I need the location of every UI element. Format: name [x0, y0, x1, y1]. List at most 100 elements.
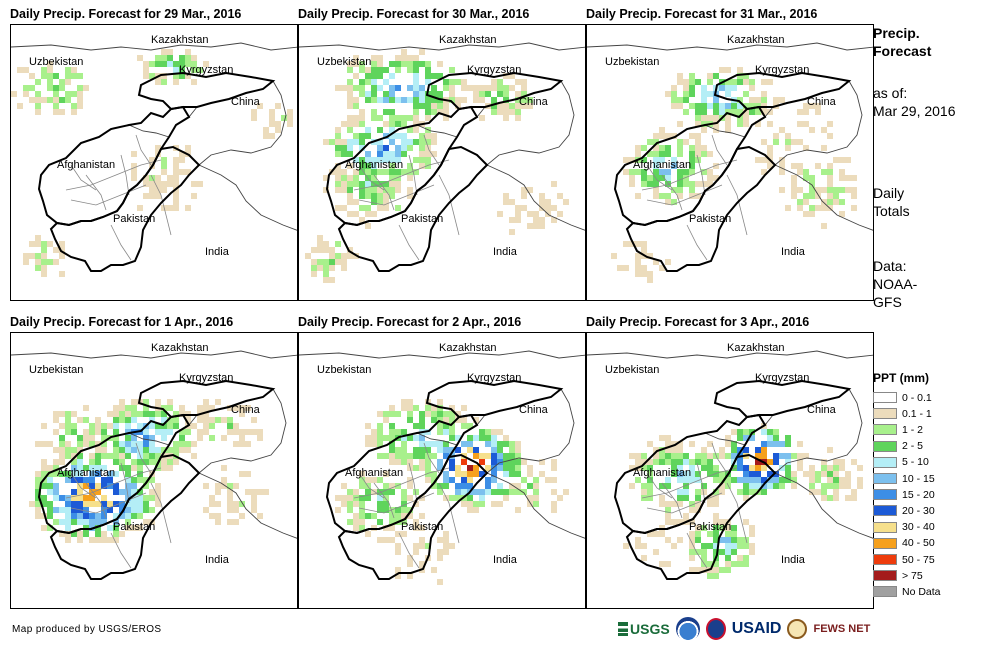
precip-cell: [59, 531, 65, 537]
province-boundary: [70, 472, 97, 499]
precip-cell: [383, 151, 389, 157]
precip-cell: [695, 121, 701, 127]
precip-cell: [731, 561, 737, 567]
precip-cell: [659, 127, 665, 133]
precip-cell: [425, 97, 431, 103]
precip-cell: [185, 55, 191, 61]
province-boundary: [423, 134, 440, 166]
precip-cell: [59, 247, 65, 253]
precip-cell: [701, 85, 707, 91]
precip-cell: [29, 253, 35, 259]
precip-cell: [143, 405, 149, 411]
precip-cell: [125, 519, 131, 525]
country-border-china: [198, 80, 287, 166]
precip-cell: [347, 151, 353, 157]
precip-cell: [689, 169, 695, 175]
precip-cell: [827, 163, 833, 169]
precip-cell: [383, 193, 389, 199]
precip-cell: [125, 441, 131, 447]
precip-cell: [437, 549, 443, 555]
precip-cell: [389, 423, 395, 429]
precip-cell: [743, 543, 749, 549]
precip-cell: [185, 441, 191, 447]
precip-cell: [395, 513, 401, 519]
precip-cell: [719, 519, 725, 525]
precip-cell: [503, 91, 509, 97]
precip-cell: [29, 241, 35, 247]
precip-cell: [113, 429, 119, 435]
province-boundary: [358, 472, 385, 499]
precip-cell: [737, 109, 743, 115]
precip-cell: [389, 513, 395, 519]
precip-cell: [731, 429, 737, 435]
precip-cell: [233, 423, 239, 429]
precip-cell: [179, 447, 185, 453]
precip-cell: [371, 169, 377, 175]
precip-cell: [827, 465, 833, 471]
precip-cell: [839, 465, 845, 471]
precip-cell: [161, 459, 167, 465]
precip-cell: [83, 417, 89, 423]
precip-cell: [323, 259, 329, 265]
precip-cell: [407, 187, 413, 193]
province-boundary: [438, 174, 460, 236]
precip-cell: [683, 91, 689, 97]
precip-cell: [371, 157, 377, 163]
precip-cell: [101, 453, 107, 459]
precip-cell: [731, 465, 737, 471]
precip-cell: [695, 115, 701, 121]
precip-cell: [431, 103, 437, 109]
precip-cell: [389, 441, 395, 447]
precip-cell: [173, 181, 179, 187]
precip-cell: [89, 441, 95, 447]
precip-cell: [371, 163, 377, 169]
precip-cell: [149, 181, 155, 187]
precip-cell: [479, 495, 485, 501]
precip-cell: [665, 441, 671, 447]
precip-cell: [419, 513, 425, 519]
precip-cell: [731, 549, 737, 555]
precip-cell: [725, 127, 731, 133]
country-border-china: [486, 388, 575, 474]
precip-cell: [95, 501, 101, 507]
precip-cell: [839, 459, 845, 465]
precip-cell: [749, 483, 755, 489]
precip-cell: [467, 501, 473, 507]
precip-cell: [65, 411, 71, 417]
precip-cell: [155, 187, 161, 193]
precip-cell: [455, 489, 461, 495]
province-boundary: [373, 482, 395, 519]
precip-cell: [749, 103, 755, 109]
precip-cell: [821, 495, 827, 501]
precip-cell: [743, 109, 749, 115]
precip-cell: [245, 489, 251, 495]
precip-cell: [431, 477, 437, 483]
precip-cell: [515, 441, 521, 447]
precip-cell: [779, 465, 785, 471]
precip-cell: [113, 441, 119, 447]
precip-cell: [647, 495, 653, 501]
precip-cell: [209, 405, 215, 411]
precip-cell: [659, 435, 665, 441]
precip-cell: [485, 489, 491, 495]
precip-cell: [395, 205, 401, 211]
precip-cell: [113, 417, 119, 423]
precip-cell: [59, 271, 65, 277]
precip-cell: [677, 103, 683, 109]
precip-cell: [791, 163, 797, 169]
precip-cell: [413, 447, 419, 453]
precip-cell: [347, 97, 353, 103]
precip-cell: [59, 411, 65, 417]
precip-cell: [353, 211, 359, 217]
precip-cell: [737, 97, 743, 103]
precip-cell: [131, 405, 137, 411]
precip-cell: [107, 525, 113, 531]
precip-cell: [677, 169, 683, 175]
precip-cell: [209, 495, 215, 501]
precip-cell: [173, 411, 179, 417]
precip-cell: [767, 477, 773, 483]
precip-cell: [497, 441, 503, 447]
precip-cell: [497, 429, 503, 435]
precip-cell: [761, 483, 767, 489]
precip-cell: [689, 163, 695, 169]
